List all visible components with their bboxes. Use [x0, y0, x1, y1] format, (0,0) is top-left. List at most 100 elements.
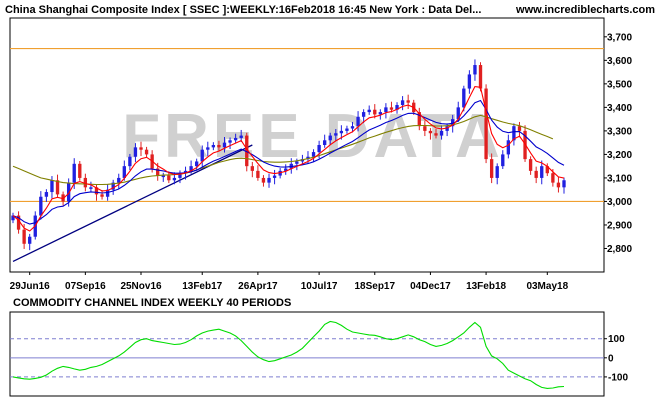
candle-body: [194, 161, 199, 167]
candle-body: [83, 177, 88, 188]
candle-body: [28, 236, 32, 244]
candle-body: [562, 180, 566, 188]
candle-body: [534, 170, 538, 178]
y-tick-label: 3,100: [607, 173, 632, 184]
candle-body: [528, 159, 533, 171]
candle-body: [222, 142, 227, 148]
candle-body: [489, 159, 494, 178]
candle-body: [167, 175, 171, 181]
y-tick-label: 3,300: [607, 126, 632, 137]
candle-body: [211, 145, 216, 148]
x-tick-label: 26Apr17: [238, 281, 278, 292]
candle-body: [183, 170, 188, 174]
cci-tick-label: 100: [608, 334, 625, 345]
x-tick-label: 07Sep16: [65, 281, 106, 292]
cci-panel: COMMODITY CHANNEL INDEX WEEKLY 40 PERIOD…: [9, 297, 628, 397]
candle-body: [306, 156, 310, 160]
candle-body: [94, 187, 99, 195]
candle-body: [133, 147, 138, 157]
candle-body: [462, 88, 466, 108]
candle-body: [473, 65, 477, 75]
candle-body: [478, 65, 483, 89]
x-tick-label: 13Feb17: [182, 281, 222, 292]
candle-body: [78, 163, 82, 178]
candle-body: [451, 119, 455, 127]
y-tick-label: 2,800: [607, 244, 632, 255]
candle-body: [378, 112, 383, 115]
candle-body: [105, 189, 110, 197]
x-tick-label: 10Jul17: [301, 281, 338, 292]
candle-body: [61, 194, 65, 202]
candle-body: [311, 152, 316, 157]
candle-body: [356, 116, 360, 127]
candle-body: [144, 149, 149, 155]
candle-body: [556, 182, 561, 188]
candle-body: [428, 130, 433, 134]
cci-tick-label: -100: [608, 372, 628, 383]
candle-body: [400, 100, 405, 106]
ema-fast-line: [12, 86, 565, 232]
candle-body: [284, 168, 288, 171]
candle-body: [317, 145, 321, 153]
candle-body: [161, 175, 165, 178]
candle-body: [272, 175, 277, 178]
ema-slow-line: [12, 99, 565, 225]
candle-body: [139, 147, 143, 150]
candle-body: [117, 177, 121, 183]
candle-body: [295, 161, 299, 164]
candle-body: [245, 135, 249, 167]
candle-body: [389, 107, 394, 110]
candle-body: [122, 166, 126, 178]
candle-body: [501, 154, 505, 167]
candle-body: [39, 196, 43, 216]
ma-long-line: [12, 114, 554, 186]
candle-body: [250, 166, 254, 171]
candle-body: [517, 126, 522, 131]
candle-body: [22, 229, 26, 244]
candle-body: [439, 130, 444, 136]
cci-frame: [9, 311, 605, 397]
cci-line: [12, 320, 565, 389]
candle-body: [545, 166, 549, 174]
x-tick-label: 13Feb18: [466, 281, 506, 292]
chart-title: China Shanghai Composite Index [ SSEC ]:…: [5, 4, 481, 16]
candle-body: [367, 109, 371, 113]
candle-body: [111, 182, 115, 190]
x-tick-label: 18Sep17: [354, 281, 395, 292]
candle-body: [206, 147, 210, 150]
candle-body: [156, 168, 160, 176]
candle-body: [328, 135, 332, 141]
candle-body: [417, 112, 421, 127]
y-tick-label: 3,600: [607, 56, 632, 67]
price-panel: FREE DATA 2,800 2,900 3,000 3,100 3,200 3,300 3…: [9, 17, 632, 292]
site-url: www.incrediblecharts.com: [515, 4, 655, 16]
price-frame: [9, 17, 605, 273]
candle-body: [44, 192, 49, 197]
candle-body: [395, 105, 399, 110]
y-tick-label: 3,000: [607, 197, 632, 208]
candle-body: [456, 107, 460, 120]
candle-body: [345, 128, 349, 131]
watermark: FREE DATA: [122, 102, 504, 171]
candle-body: [384, 107, 388, 113]
candle-body: [267, 177, 271, 183]
candle-body: [178, 173, 182, 178]
candle-body: [89, 187, 93, 189]
candle-body: [11, 215, 15, 221]
candle-body: [172, 177, 177, 181]
candle-body: [551, 173, 555, 183]
candle-body: [55, 180, 60, 195]
candle-body: [406, 100, 410, 103]
x-tick-label: 03May18: [526, 281, 568, 292]
y-tick-label: 3,400: [607, 103, 632, 114]
candle-body: [228, 140, 232, 143]
candle-body: [361, 112, 366, 117]
x-tick-label: 04Dec17: [410, 281, 451, 292]
candle-body: [217, 145, 221, 148]
y-tick-label: 2,900: [607, 220, 632, 231]
candle-body: [16, 215, 21, 230]
cci-tick-label: 0: [608, 353, 614, 364]
candle-body: [495, 166, 499, 178]
